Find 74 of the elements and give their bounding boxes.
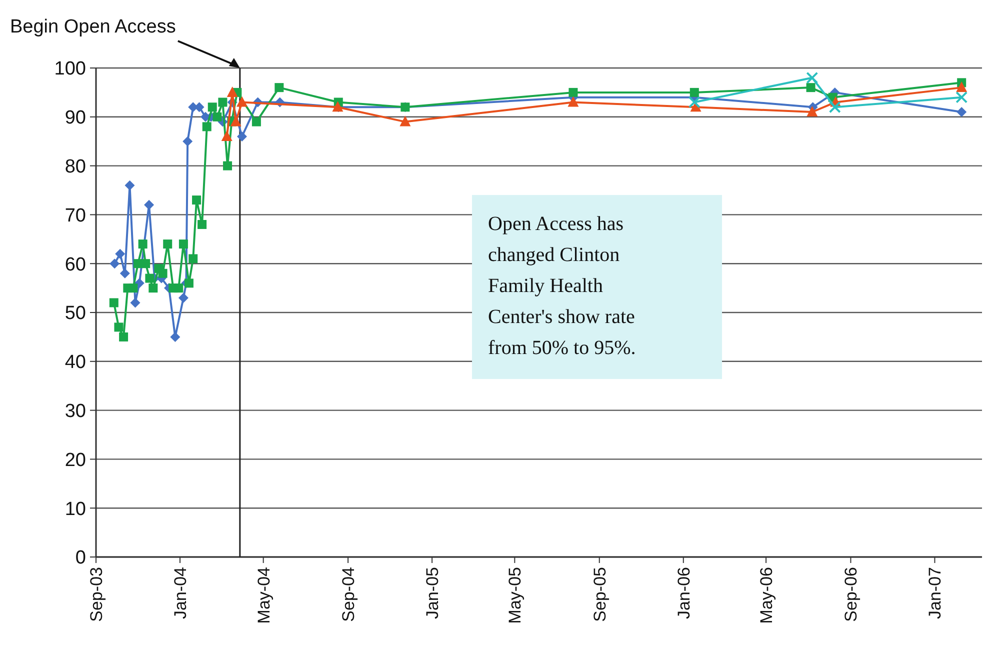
y-tick-label: 80 — [64, 156, 86, 178]
point — [956, 82, 968, 92]
x-tick-label: Sep-05 — [590, 567, 610, 622]
point — [178, 292, 188, 303]
point — [208, 102, 217, 112]
y-tick-label: 50 — [64, 303, 86, 324]
point — [110, 258, 120, 269]
x-tick-label: Jan-07 — [926, 567, 945, 619]
point — [192, 196, 202, 205]
point — [221, 130, 232, 141]
point — [956, 107, 967, 118]
point — [119, 332, 128, 342]
point — [690, 88, 699, 97]
y-tick-label: 20 — [64, 450, 86, 471]
y-tick-label: 0 — [75, 548, 86, 569]
y-tick-label: 70 — [64, 205, 86, 226]
point — [144, 200, 154, 210]
point — [252, 117, 261, 126]
y-tick-label: 100 — [54, 58, 86, 80]
y-tick-label: 60 — [64, 254, 86, 276]
x-tick-label: Sep-03 — [86, 567, 106, 622]
point — [184, 278, 194, 288]
point — [174, 284, 184, 293]
point — [120, 268, 130, 278]
y-tick-label: 30 — [64, 400, 86, 422]
point — [115, 248, 126, 259]
point — [163, 240, 172, 249]
point — [158, 268, 168, 278]
point — [188, 254, 198, 264]
point — [141, 259, 150, 268]
x-tick-label: May-06 — [756, 567, 776, 624]
point — [236, 131, 247, 142]
y-tick-label: 40 — [64, 352, 86, 374]
point — [148, 284, 158, 293]
point — [198, 220, 207, 229]
text-box: Open Access has changed Clinton Family Health Center's show rate from 50% to 95%. — [472, 195, 722, 379]
point — [236, 96, 248, 107]
point — [114, 322, 124, 332]
point — [130, 298, 140, 308]
point — [400, 116, 411, 126]
x-tick-label: May-05 — [506, 567, 525, 624]
point — [145, 274, 154, 283]
point — [568, 96, 579, 107]
point — [138, 240, 148, 249]
point — [226, 86, 238, 97]
x-tick-label: Sep-04 — [338, 567, 358, 622]
x-tick-label: Jan-04 — [170, 567, 190, 619]
ref-line-label: Begin Open Access — [10, 16, 176, 38]
point — [806, 106, 818, 117]
point — [170, 332, 180, 342]
point — [178, 240, 188, 249]
point — [806, 83, 816, 92]
y-tick-label: 90 — [64, 108, 86, 129]
point — [806, 72, 818, 84]
y-tick-label: 10 — [64, 498, 86, 520]
x-tick-label: Jan-06 — [674, 567, 694, 619]
point — [134, 278, 144, 288]
point — [223, 161, 232, 170]
point — [124, 180, 135, 190]
point — [218, 98, 228, 107]
point — [182, 136, 193, 146]
x-tick-label: Jan-05 — [422, 567, 442, 619]
x-tick-label: Sep-06 — [842, 567, 861, 622]
point — [828, 101, 841, 114]
point — [956, 91, 968, 104]
point — [109, 298, 118, 308]
point — [274, 83, 284, 92]
point — [128, 284, 138, 293]
point — [202, 122, 212, 132]
point — [230, 116, 242, 126]
point — [688, 96, 700, 108]
x-tick-label: May-04 — [254, 567, 274, 624]
point — [212, 112, 222, 122]
point — [568, 88, 578, 97]
